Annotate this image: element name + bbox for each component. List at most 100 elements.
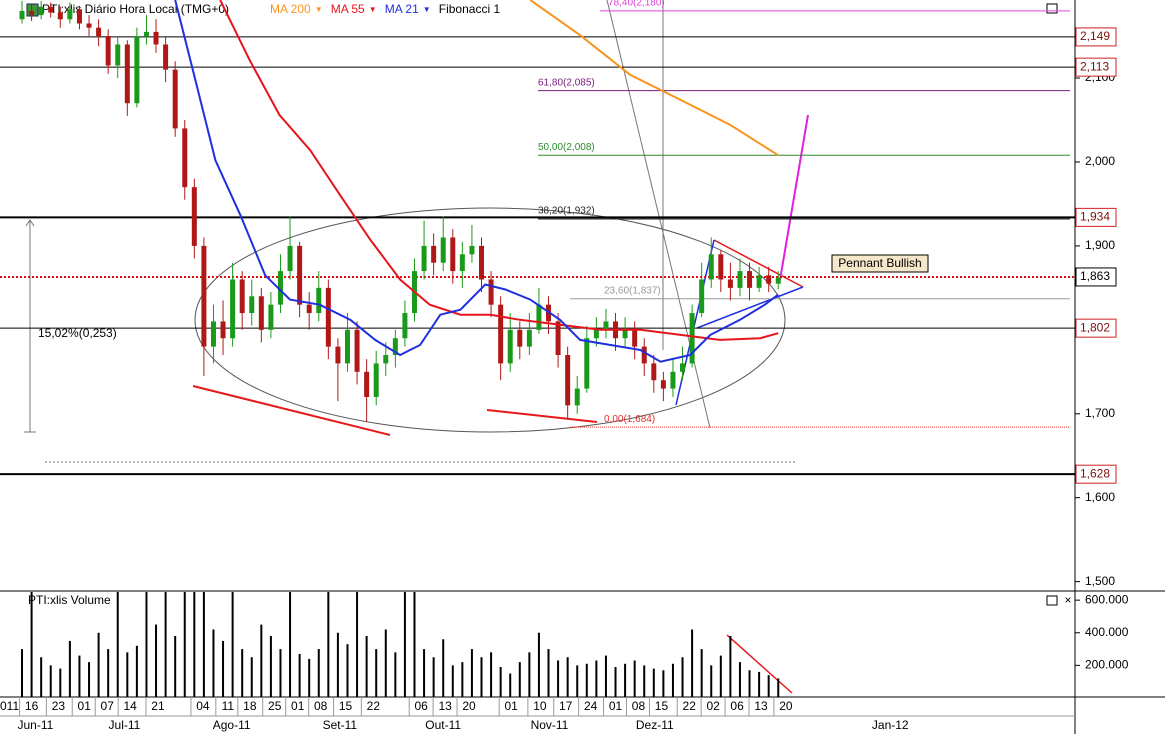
candle-body xyxy=(450,237,456,272)
volume-bar xyxy=(40,657,43,697)
legend-arrow: ▼ xyxy=(423,5,431,14)
legend-entry: MA 55 xyxy=(331,2,365,16)
x-tick-label: 06 xyxy=(415,699,429,713)
candle-body xyxy=(555,321,561,356)
candle-body xyxy=(507,329,513,364)
candle-body xyxy=(220,321,226,339)
volume-trend-line xyxy=(726,634,793,694)
window-button[interactable] xyxy=(1046,595,1058,606)
volume-bar xyxy=(375,649,378,697)
ellipse-drawing xyxy=(194,207,786,433)
candle-body xyxy=(19,10,25,20)
candle-body xyxy=(201,245,207,347)
x-tick-label: 16 xyxy=(25,699,39,713)
trend-line xyxy=(192,385,391,436)
candle-body xyxy=(325,287,331,347)
price-tag-label: 1,934 xyxy=(1080,210,1110,224)
x-tick-label: 07 xyxy=(101,699,115,713)
candle-body xyxy=(306,304,312,314)
volume-bar xyxy=(336,632,339,697)
volume-bar xyxy=(88,662,91,697)
volume-bar xyxy=(308,658,311,697)
volume-bar xyxy=(356,592,359,697)
volume-bar xyxy=(116,592,119,697)
candle-body xyxy=(335,346,341,364)
candle-body xyxy=(660,380,666,389)
volume-bar xyxy=(767,675,770,697)
candle-body xyxy=(756,275,762,288)
x-tick-label: 11 xyxy=(222,699,235,713)
candle-body xyxy=(498,304,504,364)
volume-bar xyxy=(279,649,282,697)
price-tag-label: 1,628 xyxy=(1080,466,1110,480)
price-tag xyxy=(1075,267,1117,287)
candle-body xyxy=(124,44,130,104)
volume-bar xyxy=(461,662,464,697)
x-tick-label: 22 xyxy=(367,699,381,713)
x-tick-label: 14 xyxy=(124,699,138,713)
x-tick-label: 23 xyxy=(52,699,66,713)
volume-bar xyxy=(490,652,493,697)
window-button[interactable] xyxy=(1046,3,1058,14)
volume-bar xyxy=(250,657,253,697)
volume-bar xyxy=(403,592,406,697)
y-tick-label: 2,000 xyxy=(1085,154,1115,168)
volume-bar xyxy=(681,657,684,697)
volume-bar xyxy=(298,653,301,697)
volume-bar xyxy=(652,668,655,697)
volume-bar xyxy=(480,657,483,697)
pennant-line xyxy=(696,286,804,329)
fib-label: 23,60(1,837) xyxy=(604,285,661,296)
volume-bar xyxy=(30,592,33,697)
trend-line xyxy=(486,409,598,423)
volume-bar xyxy=(643,665,646,697)
volume-bar xyxy=(21,649,24,697)
x-tick-label: 22 xyxy=(683,699,697,713)
candle-body xyxy=(680,363,686,372)
x-tick-label: 20 xyxy=(462,699,476,713)
volume-bar xyxy=(423,649,426,697)
pennant-line xyxy=(713,239,804,288)
volume-bar xyxy=(633,660,636,697)
volume-bar xyxy=(748,670,751,697)
x-tick-label: 10 xyxy=(533,699,547,713)
projection-line xyxy=(779,114,809,281)
x-tick-label: 01 xyxy=(291,699,305,713)
candle-body xyxy=(459,254,465,272)
candle-body xyxy=(354,329,360,372)
candle-body xyxy=(29,10,35,16)
volume-bar xyxy=(499,667,502,697)
candle-body xyxy=(115,44,121,66)
candle-body xyxy=(191,187,197,246)
volume-bar xyxy=(585,663,588,697)
price-tag xyxy=(1075,27,1117,47)
candle-body xyxy=(593,329,599,339)
volume-bar xyxy=(566,657,569,697)
candle-body xyxy=(699,279,705,314)
legend-arrow: ▼ xyxy=(315,5,323,14)
x-tick-label: 21 xyxy=(151,699,165,713)
candle-body xyxy=(287,245,293,272)
volume-bar xyxy=(662,670,665,697)
month-label: Ago-11 xyxy=(213,718,251,732)
month-label: Jun-11 xyxy=(18,718,54,732)
candle-body xyxy=(48,6,54,13)
price-tag-label: 2,149 xyxy=(1080,29,1110,43)
candle-body xyxy=(718,254,724,280)
price-tag-label: 2,113 xyxy=(1080,59,1109,73)
candle-body xyxy=(105,36,111,66)
candle-body xyxy=(373,363,379,397)
candle-body xyxy=(440,237,446,263)
volume-bar xyxy=(49,665,52,697)
volume-bar xyxy=(537,632,540,697)
candle-body xyxy=(517,329,523,347)
volume-bar xyxy=(710,665,713,697)
volume-bar xyxy=(155,624,158,697)
volume-bar xyxy=(97,632,100,697)
volume-title: PTI:xlis Volume xyxy=(28,593,111,607)
volume-bar xyxy=(691,629,694,697)
x-tick-label: 04 xyxy=(196,699,210,713)
month-label: Jan-12 xyxy=(872,718,909,732)
close-button[interactable]: × xyxy=(1064,593,1071,607)
